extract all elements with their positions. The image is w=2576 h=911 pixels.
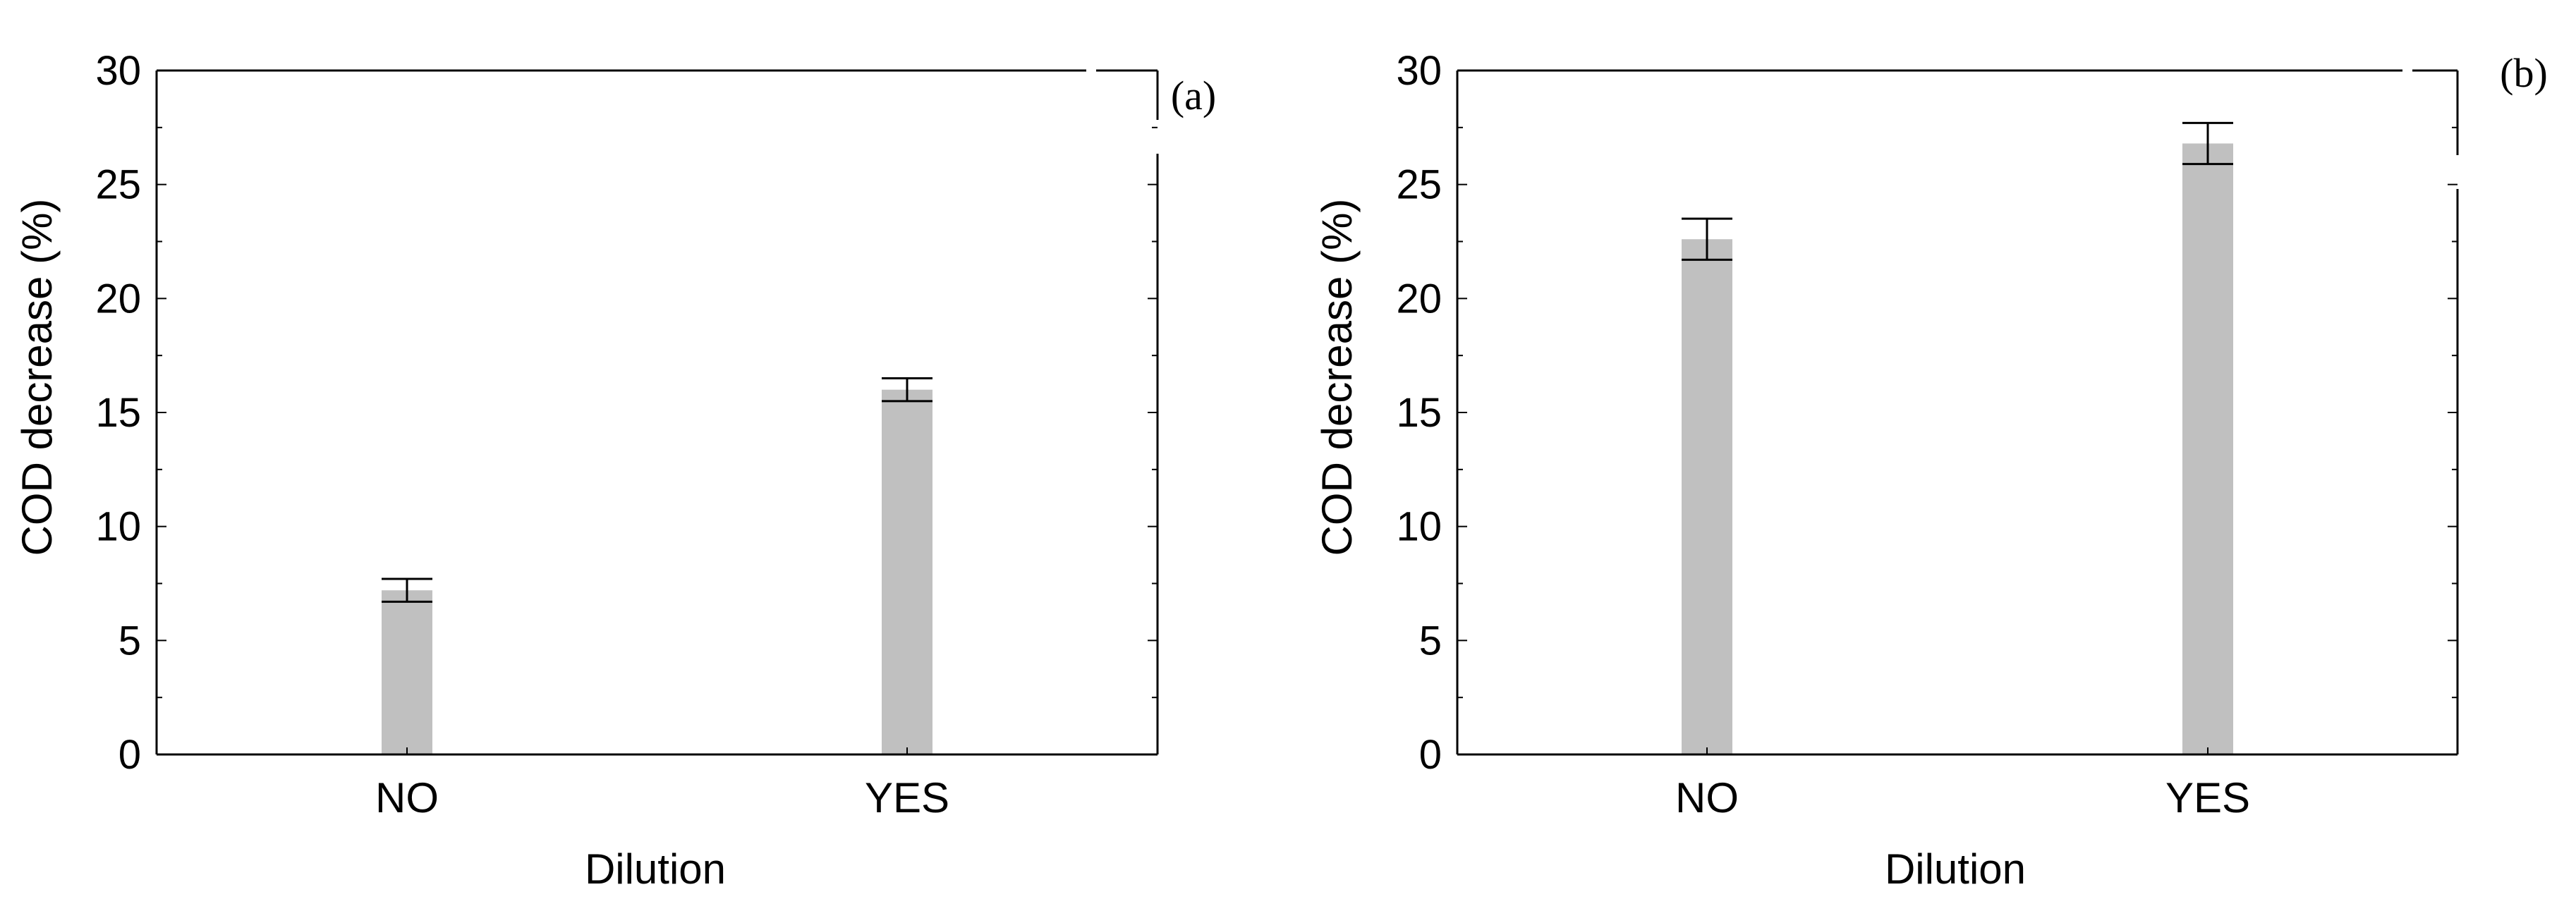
x-axis-ticks: NO YES <box>1675 747 2250 821</box>
y-tick-label: 20 <box>95 276 141 322</box>
y-axis-label: COD decrease (%) <box>13 199 61 556</box>
chart-panel-b: 0 5 10 15 20 25 30 NO YES COD decrease (%) Dilu… <box>1313 48 2548 893</box>
x-axis-label: Dilution <box>1885 845 2026 893</box>
y-tick-label: 30 <box>1396 48 1442 94</box>
y-tick-label: 20 <box>1396 276 1442 322</box>
x-tick-label: YES <box>2165 774 2250 821</box>
y-tick-label: 0 <box>1419 732 1442 778</box>
x-tick-label: NO <box>375 774 439 821</box>
y-axis-ticks: 0 5 10 15 20 25 30 <box>1396 48 2457 778</box>
x-tick-label: NO <box>1675 774 1739 821</box>
y-tick-label: 30 <box>95 48 141 94</box>
chart-panel-a: 0 5 10 15 20 25 30 NO YES COD decrease (%) Dilu… <box>13 48 1216 893</box>
y-tick-label: 0 <box>119 732 141 778</box>
panel-label-a: (a) <box>1171 73 1216 118</box>
bar-no <box>382 590 432 754</box>
y-tick-label: 15 <box>95 390 141 436</box>
y-tick-label: 10 <box>1396 504 1442 550</box>
y-axis-ticks: 0 5 10 15 20 25 30 <box>95 48 1158 778</box>
y-tick-label: 5 <box>119 618 141 664</box>
x-axis-ticks: NO YES <box>375 747 949 821</box>
plot-marks <box>1682 121 2233 754</box>
panel-label-b: (b) <box>2500 50 2548 96</box>
bar-yes <box>882 389 932 754</box>
bar-yes <box>2182 143 2233 754</box>
y-tick-label: 5 <box>1419 618 1442 664</box>
x-axis-label: Dilution <box>585 845 726 893</box>
y-tick-label: 15 <box>1396 390 1442 436</box>
y-axis-label: COD decrease (%) <box>1313 199 1361 556</box>
plot-marks <box>382 377 932 754</box>
x-tick-label: YES <box>865 774 949 821</box>
y-tick-label: 10 <box>95 504 141 550</box>
y-tick-label: 25 <box>95 162 141 208</box>
y-tick-label: 25 <box>1396 162 1442 208</box>
bar-no <box>1682 239 1732 754</box>
